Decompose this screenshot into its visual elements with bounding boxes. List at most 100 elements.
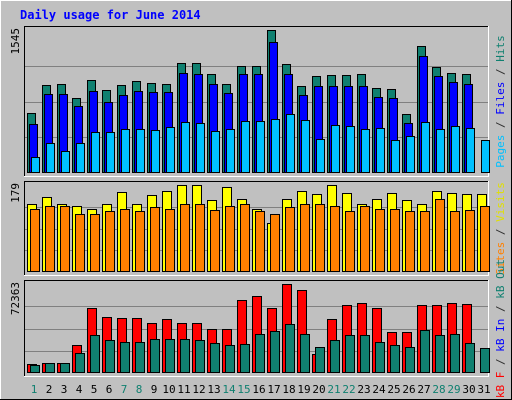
x-tick-label: 8 bbox=[136, 383, 143, 396]
legend-entry: Pages bbox=[494, 135, 507, 168]
bar-pages bbox=[181, 122, 190, 173]
x-tick-label: 16 bbox=[252, 383, 265, 396]
x-tick-label: 10 bbox=[162, 383, 175, 396]
legend-label: Pages / Files / Hits bbox=[494, 35, 507, 168]
bar-pages bbox=[121, 129, 130, 173]
legend-label: Sites / Visits bbox=[494, 182, 507, 275]
panel-hits-files-pages: 1545 Pages / Files / Hits bbox=[9, 26, 507, 177]
bar-pages bbox=[361, 129, 370, 173]
bar-sites bbox=[105, 211, 115, 272]
x-tick-label: 12 bbox=[192, 383, 205, 396]
x-tick-label: 20 bbox=[312, 383, 325, 396]
bar-pages bbox=[241, 121, 250, 173]
bar-pages bbox=[391, 140, 400, 173]
legend-entry: kB Out bbox=[494, 259, 507, 299]
y-axis-max-label: 1545 bbox=[9, 28, 22, 55]
bar-kb-out bbox=[105, 340, 115, 373]
bar-kb-out bbox=[390, 345, 400, 373]
bar-sites bbox=[60, 206, 70, 272]
x-axis-tick-labels: 1 2 3 4 5 6 7 8 9 10 11 12 13 14 15 16 17 18 19 20 21 22 23 24 2… bbox=[31, 383, 491, 396]
bar-sites bbox=[195, 204, 205, 272]
bar-pages bbox=[196, 123, 205, 173]
bar-sites bbox=[90, 214, 100, 272]
x-tick-label: 23 bbox=[357, 383, 370, 396]
bar-sites bbox=[150, 207, 160, 272]
bar-sites bbox=[45, 206, 55, 272]
bar-sites bbox=[375, 209, 385, 272]
legend-entry: / bbox=[494, 352, 507, 372]
x-tick-label: 5 bbox=[91, 383, 98, 396]
bar-pages bbox=[346, 126, 355, 173]
bar-pages bbox=[316, 139, 325, 173]
bar-sites bbox=[120, 209, 130, 272]
bar-pages bbox=[406, 136, 415, 173]
bar-kb-out bbox=[345, 335, 355, 373]
chart-title: Daily usage for June 2014 bbox=[20, 8, 201, 22]
bar-pages bbox=[436, 129, 445, 173]
x-tick-label: 19 bbox=[297, 383, 310, 396]
bar-kb-out bbox=[435, 335, 445, 373]
bar-sites bbox=[300, 204, 310, 272]
bar-pages bbox=[61, 151, 70, 173]
bar-kb-out bbox=[90, 335, 100, 373]
bar-sites bbox=[135, 211, 145, 272]
bar-kb-out bbox=[60, 363, 70, 373]
bar-kb-out bbox=[315, 347, 325, 373]
bar-sites bbox=[285, 207, 295, 272]
bar-sites bbox=[360, 206, 370, 272]
x-tick-label: 17 bbox=[267, 383, 280, 396]
bar-pages bbox=[466, 128, 475, 173]
bar-sites bbox=[450, 211, 460, 272]
bar-kb-out bbox=[210, 343, 220, 373]
x-tick-label: 11 bbox=[177, 383, 190, 396]
legend-entry: Files bbox=[494, 82, 507, 115]
bar-kb-out bbox=[255, 334, 265, 373]
bar-sites bbox=[435, 199, 445, 272]
x-tick-label: 4 bbox=[76, 383, 83, 396]
bar-pages bbox=[376, 128, 385, 173]
bar-kb-out bbox=[480, 348, 490, 373]
bar-kb-out bbox=[405, 347, 415, 373]
legend-label: kB F / kB In / kB Out bbox=[494, 259, 507, 398]
bar-sites bbox=[390, 209, 400, 272]
x-tick-label: 29 bbox=[447, 383, 460, 396]
bar-pages bbox=[166, 127, 175, 173]
bar-sites bbox=[225, 206, 235, 272]
bar-sites bbox=[465, 210, 475, 272]
bar-pages bbox=[136, 129, 145, 173]
x-tick-label: 6 bbox=[106, 383, 113, 396]
bar-pages bbox=[106, 132, 115, 173]
bar-sites bbox=[345, 211, 355, 272]
bar-kb-out bbox=[180, 339, 190, 373]
x-tick-label: 21 bbox=[327, 383, 340, 396]
bar-sites bbox=[210, 210, 220, 272]
x-tick-label: 9 bbox=[151, 383, 158, 396]
legend-entry: / bbox=[494, 115, 507, 135]
x-tick-label: 27 bbox=[417, 383, 430, 396]
y-axis-max-label: 72363 bbox=[9, 282, 22, 315]
legend-entry: kB In bbox=[494, 319, 507, 352]
bar-pages bbox=[76, 143, 85, 173]
bar-pages bbox=[211, 131, 220, 173]
bar-pages bbox=[31, 157, 40, 173]
x-tick-label: 25 bbox=[387, 383, 400, 396]
bar-kb-out bbox=[165, 339, 175, 373]
bar-sites bbox=[330, 206, 340, 272]
bar-pages bbox=[46, 143, 55, 173]
bar-kb-out bbox=[330, 340, 340, 373]
bar-sites bbox=[480, 206, 490, 272]
bar-pages bbox=[331, 125, 340, 173]
bar-sites bbox=[240, 204, 250, 272]
bar-sites bbox=[270, 214, 280, 272]
bar-pages bbox=[256, 121, 265, 173]
x-tick-label: 3 bbox=[61, 383, 68, 396]
bar-sites bbox=[315, 204, 325, 272]
bar-kb-out bbox=[285, 324, 295, 373]
x-tick-label: 15 bbox=[237, 383, 250, 396]
x-tick-label: 7 bbox=[121, 383, 128, 396]
bar-kb-out bbox=[465, 343, 475, 373]
bar-sites bbox=[180, 204, 190, 272]
x-tick-label: 31 bbox=[477, 383, 490, 396]
